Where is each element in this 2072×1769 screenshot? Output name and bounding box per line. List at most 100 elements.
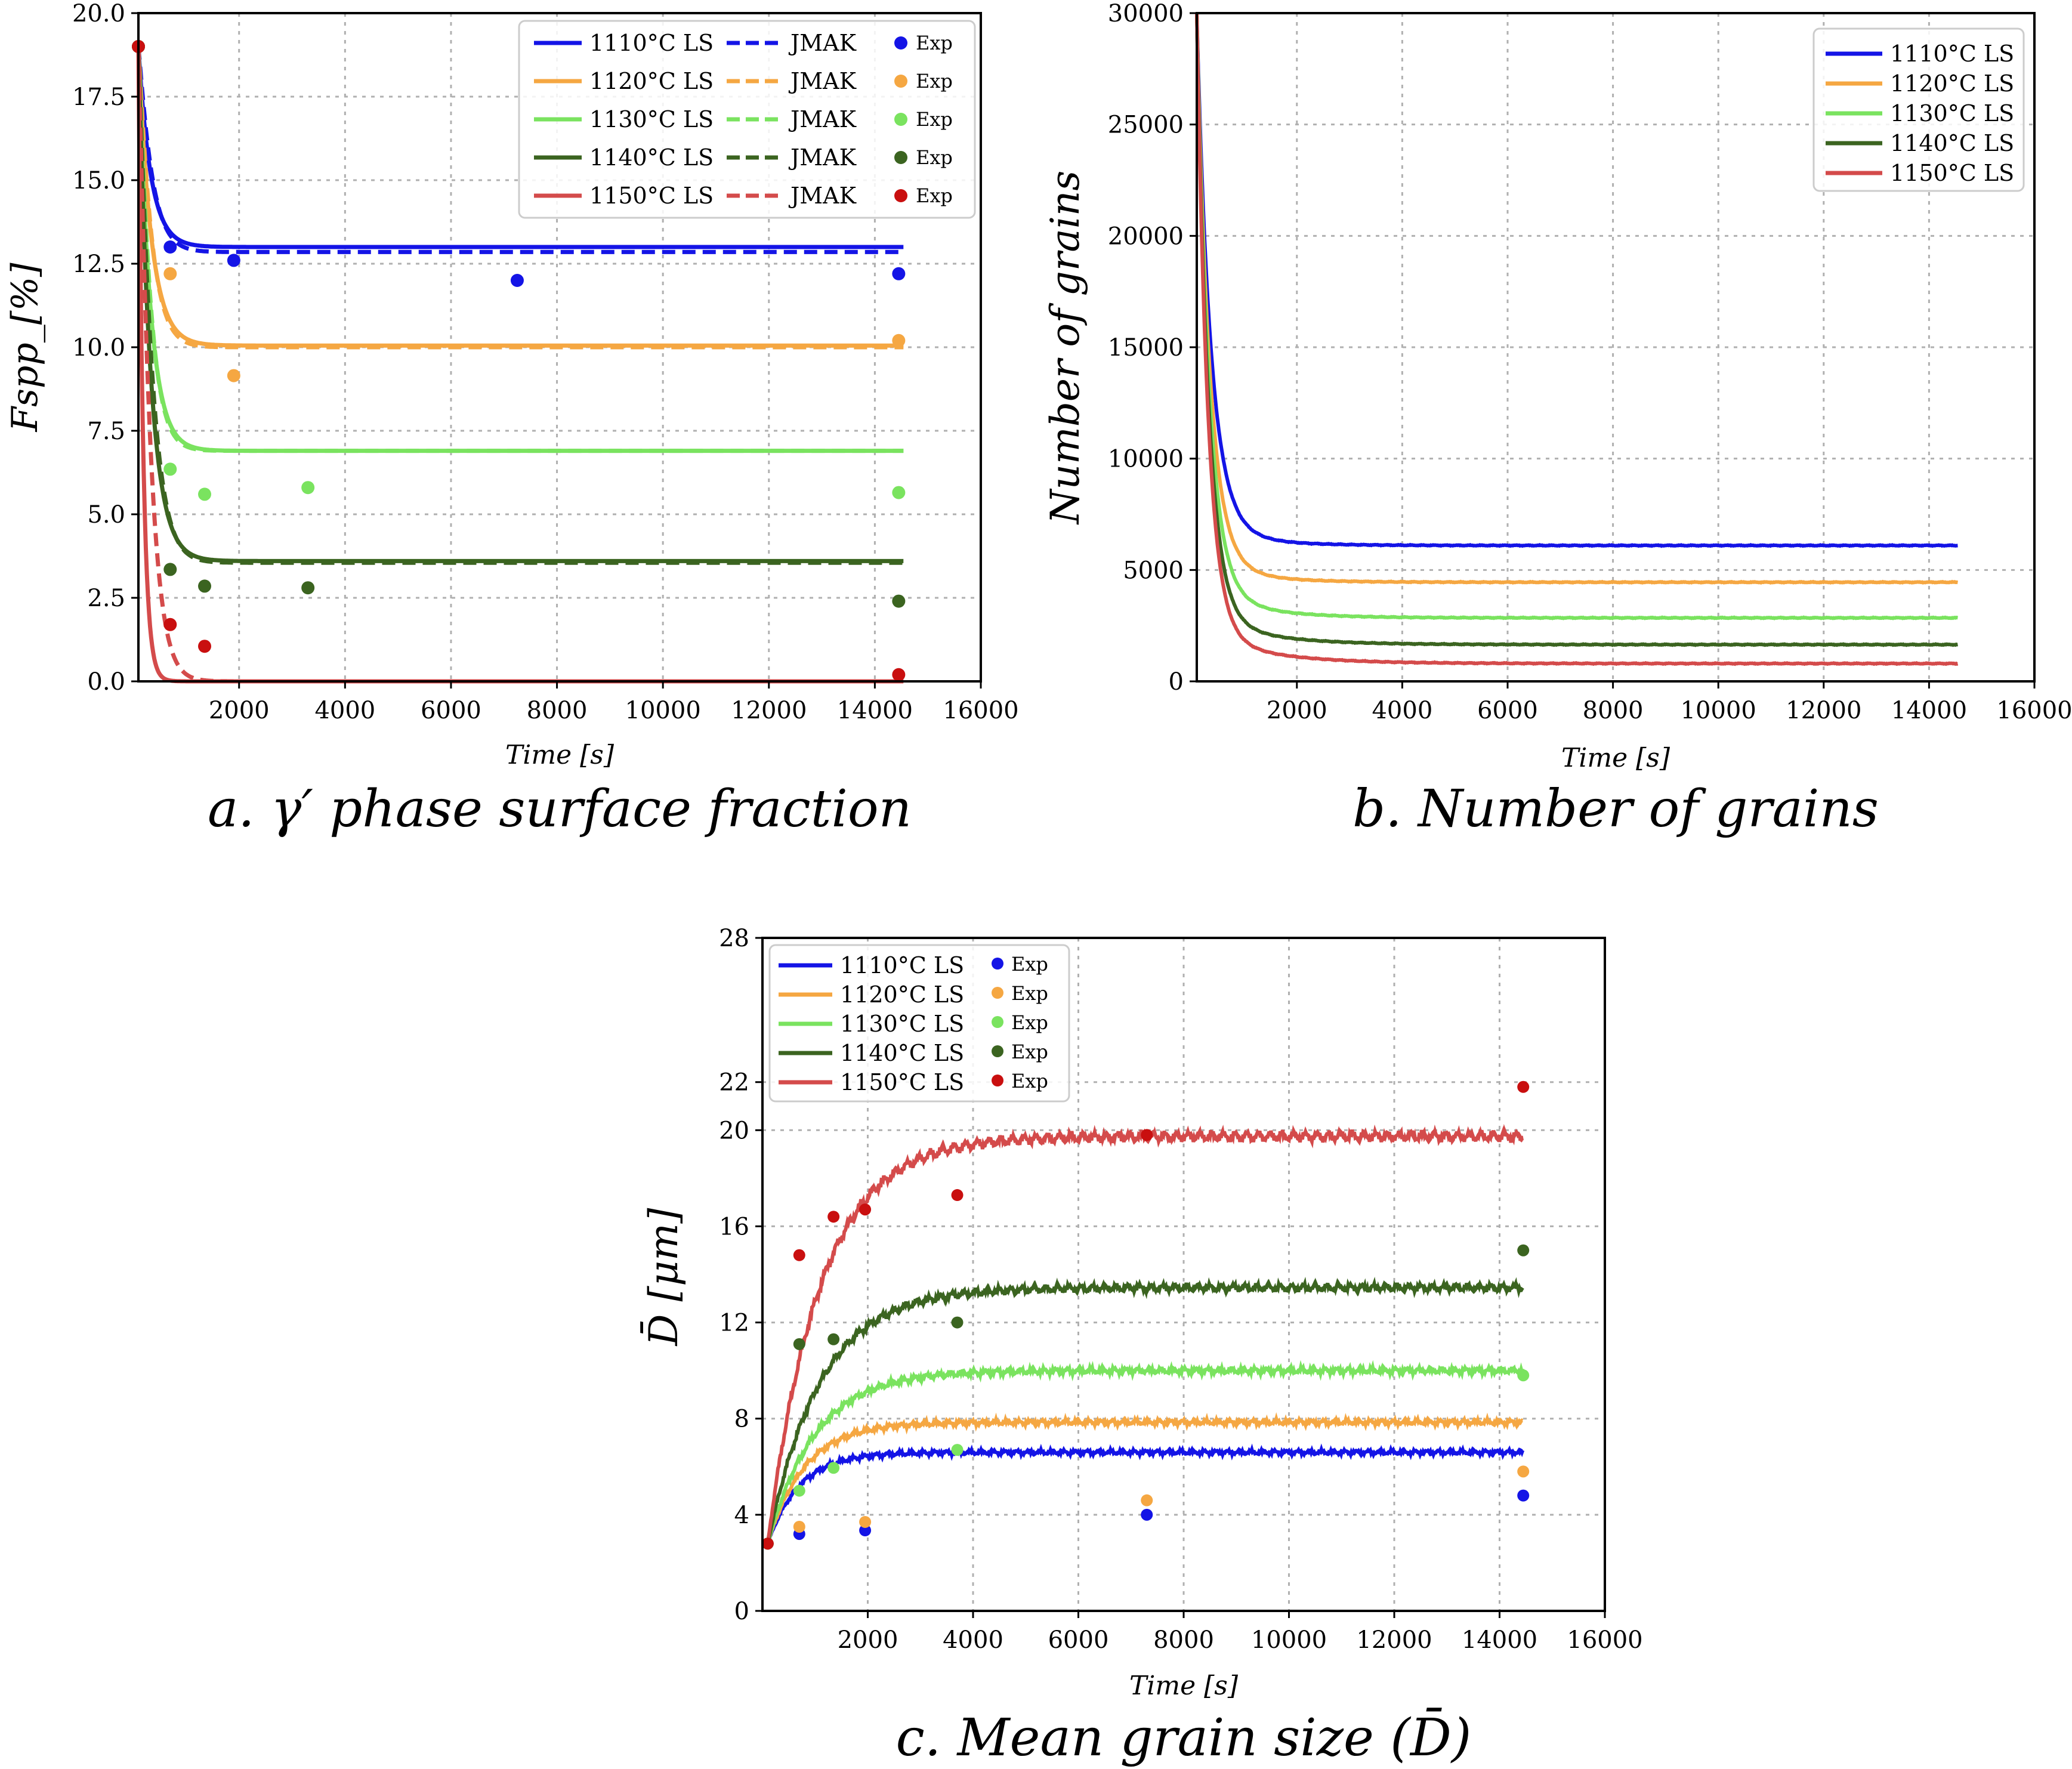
panel-b-grid — [1197, 13, 2034, 681]
panel-a-series — [132, 40, 906, 684]
legend-exp-label-1140: Exp — [916, 146, 953, 169]
series-line-1130 — [765, 1360, 1525, 1544]
panel-c-mean-grain-size: 2000 4000 6000 8000 10000 12000 14000 16000 0 4 8 1… — [641, 925, 1643, 1768]
panel-b-ticks: 2000 4000 6000 8000 10000 12000 14000 16000 0 500… — [1108, 0, 2072, 724]
legend-exp-label-1130: Exp — [916, 108, 953, 131]
panel-b-xtick-label: 4000 — [1372, 697, 1432, 724]
exp-point-1140 — [163, 563, 177, 576]
legend-exp-marker-1140 — [894, 151, 907, 164]
legend-label-1140: 1140°C LS — [840, 1040, 964, 1066]
exp-point-1110 — [163, 240, 177, 254]
panel-a-xtick-label: 16000 — [943, 697, 1018, 724]
panel-c-ytick-label: 20 — [719, 1117, 749, 1144]
legend-label-1140: 1140°C LS — [1890, 130, 2014, 156]
panel-a-xlabel: Time [s] — [505, 740, 615, 770]
legend-exp-marker-1110 — [992, 958, 1003, 970]
legend-exp-marker-1130 — [894, 113, 907, 126]
panel-a-ylabel: Fspp_[%] — [4, 263, 46, 433]
legend-label-1150: 1150°C LS — [589, 183, 714, 209]
panel-b-xlabel: Time [s] — [1561, 743, 1670, 773]
exp-point-1150 — [859, 1203, 872, 1216]
legend-exp-marker-1140 — [992, 1045, 1003, 1057]
panel-b-legend: 1110°C LS 1120°C LS 1130°C LS 1140°C LS 1150… — [1812, 27, 2025, 192]
exp-point-1140 — [301, 581, 315, 595]
legend-exp-label-1110: Exp — [916, 32, 953, 54]
panel-c-series — [761, 1080, 1530, 1550]
panel-c-xtick-label: 16000 — [1567, 1626, 1642, 1654]
series-line-1140 — [1195, 13, 1958, 647]
legend-jmak-label-1150: JMAK — [788, 183, 857, 209]
panel-c-ytick-label: 22 — [719, 1069, 749, 1097]
panel-a-xtick-label: 6000 — [421, 697, 481, 724]
exp-point-1150 — [198, 640, 212, 653]
exp-point-1120 — [793, 1521, 805, 1533]
exp-point-1140 — [198, 579, 212, 593]
panel-a-legend: 1110°C LS JMAK Exp 1120°C LS JMAK Exp 1130°C L… — [518, 20, 976, 219]
panel-c-caption: c. Mean grain size (D̄) — [896, 1707, 1472, 1768]
exp-point-1150 — [1141, 1129, 1153, 1141]
exp-point-1140 — [892, 594, 906, 608]
panel-c-ylabel: D̄ [μm] — [641, 1208, 687, 1346]
panel-a-ytick-label: 7.5 — [87, 418, 125, 445]
exp-point-1140 — [827, 1333, 840, 1345]
panel-a-ytick-label: 2.5 — [87, 585, 125, 612]
exp-point-1130 — [1517, 1369, 1530, 1382]
panel-c-ytick-label: 16 — [719, 1213, 749, 1240]
exp-point-1120 — [1517, 1465, 1530, 1478]
legend-jmak-label-1140: JMAK — [788, 144, 857, 171]
series-line-1150 — [765, 1123, 1524, 1544]
panel-a-ytick-label: 0.0 — [87, 668, 125, 696]
series-line-1110 — [1195, 13, 1958, 548]
panel-b-series — [1195, 13, 1959, 666]
legend-label-1120: 1120°C LS — [840, 981, 964, 1008]
panel-a-xtick-label: 12000 — [731, 697, 807, 724]
exp-point-1110 — [1141, 1508, 1153, 1521]
panel-b-ytick-label: 20000 — [1108, 223, 1184, 250]
panel-b-ytick-label: 15000 — [1108, 334, 1184, 362]
panel-c-legend: 1110°C LS Exp 1120°C LS Exp 1130°C LS Exp 1140… — [768, 944, 1070, 1103]
legend-label-1130: 1130°C LS — [1890, 100, 2014, 126]
series-line-1140 — [765, 1277, 1524, 1544]
panel-c-xtick-label: 10000 — [1251, 1626, 1327, 1654]
legend-label-1110: 1110°C LS — [1890, 41, 2014, 67]
exp-point-1150 — [892, 668, 906, 681]
exp-point-1130 — [892, 486, 906, 499]
panel-b-number-of-grains: 2000 4000 6000 8000 10000 12000 14000 16000 0 500… — [1042, 0, 2072, 839]
legend-jmak-label-1120: JMAK — [788, 68, 857, 94]
exp-point-1140 — [793, 1338, 805, 1350]
legend-exp-label-1120: Exp — [916, 70, 953, 92]
exp-point-1150 — [951, 1189, 964, 1202]
exp-point-1110 — [510, 274, 524, 287]
panel-a-ytick-label: 10.0 — [72, 334, 125, 362]
panel-b-legend-box — [1812, 27, 2025, 192]
legend-exp-marker-1120 — [894, 75, 907, 88]
panel-a-ticks: 2000 4000 6000 8000 10000 12000 14000 16000 0.0 2… — [72, 0, 1019, 724]
panel-a-xtick-label: 8000 — [527, 697, 588, 724]
exp-point-1110 — [892, 267, 906, 280]
legend-label-1120: 1120°C LS — [589, 68, 714, 94]
exp-point-1110 — [859, 1524, 872, 1537]
legend-jmak-label-1130: JMAK — [788, 106, 857, 132]
legend-exp-label-1130: Exp — [1011, 1011, 1048, 1034]
legend-label-1130: 1130°C LS — [840, 1011, 964, 1037]
exp-point-1150 — [827, 1211, 840, 1223]
legend-exp-label-1120: Exp — [1011, 982, 1048, 1005]
exp-point-1120 — [163, 267, 177, 280]
exp-point-1110 — [227, 254, 240, 267]
panel-a-phase-fraction: 2000 4000 6000 8000 10000 12000 14000 16000 0.0 2… — [4, 0, 1019, 839]
panel-a-ytick-label: 5.0 — [87, 501, 125, 529]
exp-point-1120 — [1141, 1494, 1153, 1506]
legend-exp-marker-1110 — [894, 36, 907, 50]
series-jmak-1130 — [136, 46, 904, 453]
panel-a-ytick-label: 12.5 — [72, 251, 125, 278]
series-jmak-1110 — [136, 46, 904, 254]
panel-a-xtick-label: 2000 — [209, 697, 270, 724]
panel-a-xtick-label: 14000 — [837, 697, 913, 724]
panel-a-xtick-label: 10000 — [625, 697, 701, 724]
panel-c-xtick-label: 2000 — [838, 1626, 898, 1654]
legend-label-1130: 1130°C LS — [589, 106, 714, 132]
series-jmak-1140 — [136, 46, 904, 565]
panel-c-xtick-label: 4000 — [943, 1626, 1003, 1654]
legend-label-1120: 1120°C LS — [1890, 70, 2014, 97]
